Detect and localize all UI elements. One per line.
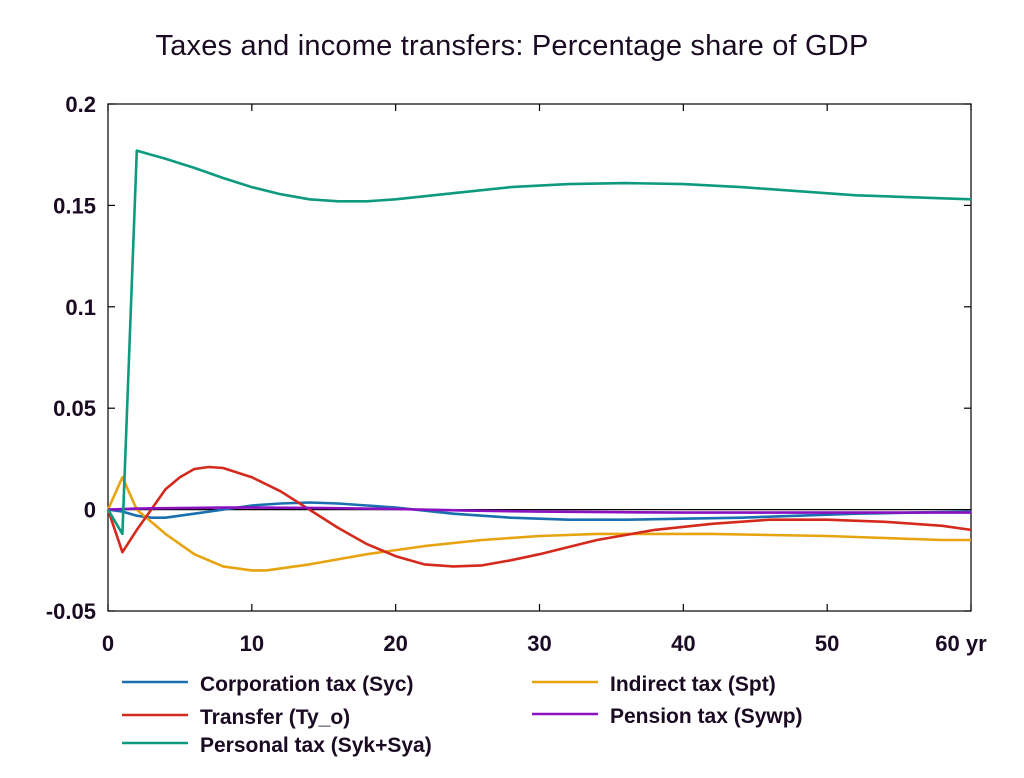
y-tick-label: 0.2 — [65, 92, 96, 117]
series-line-personal-tax-syk-sya — [106, 149, 972, 536]
legend-label-corporation-tax-syc: Corporation tax (Syc) — [200, 673, 414, 696]
series-lines — [106, 149, 972, 572]
legend-label-transfer-ty-o: Transfer (Ty_o) — [200, 706, 350, 729]
series-line-pension-tax-sywp — [107, 506, 971, 514]
y-tick-label: 0 — [84, 498, 96, 523]
y-tick-label: 0.05 — [53, 396, 96, 421]
x-tick-label: 50 — [815, 631, 839, 656]
x-tick-label: 10 — [240, 631, 264, 656]
legend-label-pension-tax-sywp: Pension tax (Sywp) — [610, 705, 803, 728]
chart-title: Taxes and income transfers: Percentage s… — [155, 30, 869, 62]
x-tick-label: 60 yr — [935, 631, 987, 656]
series-line-indirect-tax-spt — [106, 475, 971, 572]
x-tick-label: 20 — [383, 631, 407, 656]
series-line-corporation-tax-syc — [107, 501, 972, 521]
legend-label-personal-tax-syk-sya: Personal tax (Syk+Sya) — [200, 734, 432, 757]
x-tick-label: 40 — [671, 631, 695, 656]
x-tick-label: 0 — [102, 631, 114, 656]
y-tick-label: 0.15 — [53, 193, 96, 218]
legend: Corporation tax (Syc) Transfer (Ty_o) Pers… — [122, 673, 803, 757]
y-tick-label: -0.05 — [46, 599, 96, 624]
x-tick-label: 30 — [527, 631, 551, 656]
series-line-transfer-ty-o — [106, 465, 972, 568]
legend-label-indirect-tax-spt: Indirect tax (Spt) — [610, 673, 776, 696]
y-tick-label: 0.1 — [65, 295, 96, 320]
